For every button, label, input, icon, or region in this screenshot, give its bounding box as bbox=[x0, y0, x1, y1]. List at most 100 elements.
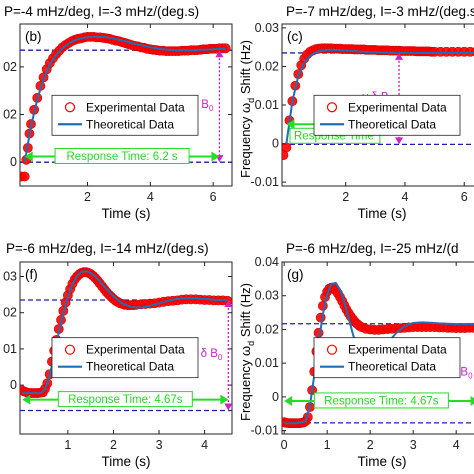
legend-experimental-marker bbox=[64, 344, 76, 355]
y-tick-label: 0.02 bbox=[255, 322, 279, 336]
y-tick-label: 0.03 bbox=[255, 289, 279, 303]
x-tick-label: 4 bbox=[147, 190, 154, 204]
legend-experimental-label: Experimental Data bbox=[348, 343, 447, 357]
y-tick-label: 01 bbox=[3, 342, 17, 356]
gamma-delta-b0-subscript: 0 bbox=[468, 371, 473, 380]
panel-letter: (f) bbox=[25, 267, 38, 282]
gamma-delta-b0-arrowhead-bottom bbox=[224, 403, 233, 411]
y-axis-label-subscript: d bbox=[246, 98, 256, 103]
x-axis-label: Time (s) bbox=[358, 206, 407, 221]
theoretical-curve bbox=[285, 48, 474, 144]
legend-theoretical-label: Theoretical Data bbox=[86, 117, 174, 131]
x-tick-label: 2 bbox=[342, 190, 349, 204]
legend-experimental-marker bbox=[326, 102, 338, 113]
x-tick-label: 2 bbox=[110, 438, 117, 452]
x-tick-label: 4 bbox=[401, 190, 408, 204]
panel-c: P=-7 mHz/deg, I=-3 mHz/(deg.s) 2 4 6 -0.01 0 0… bbox=[238, 4, 474, 221]
gamma-delta-b0-arrowhead-top bbox=[224, 300, 233, 308]
x-axis-label: Time (s) bbox=[358, 454, 407, 469]
plot-area bbox=[282, 43, 474, 161]
response-time-arrowhead-right bbox=[220, 394, 229, 405]
response-time-label-box bbox=[57, 391, 193, 408]
plot-area bbox=[20, 31, 232, 182]
plot-frame bbox=[19, 261, 233, 435]
panel-title: P=-7 mHz/deg, I=-3 mHz/(deg.s) bbox=[286, 4, 474, 19]
panel-title: P=-6 mHz/deg, I=-25 mHz/(d bbox=[286, 241, 459, 256]
y-tick-label: 0 bbox=[272, 137, 279, 151]
y-axis-label-tail: Shift (Hz) bbox=[238, 40, 253, 98]
response-time-arrowhead-left bbox=[286, 119, 295, 130]
y-tick-label: 02 bbox=[3, 60, 17, 74]
panel-title: P=-6 mHz/deg, I=-14 mHz/(deg.s) bbox=[6, 241, 209, 256]
gamma-delta-b0-arrowhead-top bbox=[215, 50, 224, 58]
x-tick-label: 6 bbox=[461, 190, 468, 204]
legend-experimental-marker bbox=[326, 344, 338, 355]
plot-area bbox=[20, 267, 232, 412]
y-tick-label: 0.04 bbox=[255, 255, 279, 269]
legend-experimental-label: Experimental Data bbox=[86, 343, 185, 357]
plot-frame bbox=[281, 261, 474, 435]
panel-f: P=-6 mHz/deg, I=-14 mHz/(deg.s) 1 2 3 4 0 01 02… bbox=[3, 241, 233, 469]
legend-theoretical-label: Theoretical Data bbox=[348, 360, 436, 374]
gamma-delta-b0-subscript: 0 bbox=[218, 353, 223, 362]
x-axis-label: Time (s) bbox=[102, 206, 151, 221]
legend: Experimental Data Theoretical Data bbox=[51, 94, 199, 136]
y-axis-label-tail: Shift (Hz) bbox=[238, 283, 253, 341]
response-time-arrowhead-left bbox=[24, 151, 33, 162]
y-axis-label: Frequency ωd Shift (Hz) bbox=[238, 40, 256, 178]
y-tick-label: 0.01 bbox=[255, 98, 279, 112]
legend-theoretical-label: Theoretical Data bbox=[86, 360, 174, 374]
x-tick-label: 3 bbox=[156, 438, 163, 452]
x-tick-label: 1 bbox=[64, 438, 71, 452]
x-tick-label: 2 bbox=[367, 438, 374, 452]
x-tick-label: 4 bbox=[201, 438, 208, 452]
y-tick-label: -0.01 bbox=[251, 424, 280, 438]
x-tick-label: 0 bbox=[281, 438, 288, 452]
y-tick-label: 0.01 bbox=[255, 356, 279, 370]
y-tick-label: 02 bbox=[3, 306, 17, 320]
x-tick-label: 4 bbox=[453, 438, 460, 452]
panel-b: P=-4 mHz/deg, I=-3 mHz/(deg.s) 2 4 6 0 02 02 Ti… bbox=[3, 4, 233, 221]
y-axis-label-main: Frequency ω bbox=[238, 346, 253, 421]
gamma-delta-b0-arrowhead-bottom bbox=[395, 137, 404, 145]
legend-experimental-label: Experimental Data bbox=[86, 100, 185, 114]
response-time-arrowhead-left bbox=[22, 394, 31, 405]
y-axis-label: Frequency ωd Shift (Hz) bbox=[238, 283, 256, 421]
experimental-point bbox=[315, 312, 326, 323]
legend-box bbox=[51, 337, 199, 379]
experimental-point bbox=[282, 142, 292, 153]
y-tick-label: 0 bbox=[272, 390, 279, 404]
panel-letter: (c) bbox=[287, 29, 303, 44]
legend: Experimental Data Theoretical Data bbox=[313, 94, 461, 136]
response-time-label: Response Time: 6.2 s bbox=[66, 151, 177, 163]
response-time-label-box bbox=[54, 147, 190, 164]
plot-frame bbox=[19, 23, 233, 187]
gamma-delta-b0-subscript: 0 bbox=[209, 104, 214, 113]
response-time-label-box bbox=[313, 392, 449, 409]
experimental-point bbox=[313, 327, 324, 338]
response-time-label: Response Time: 4.67s bbox=[324, 395, 439, 407]
x-axis-label: Time (s) bbox=[102, 454, 151, 469]
legend-box bbox=[313, 94, 461, 136]
legend-theoretical-label: Theoretical Data bbox=[348, 117, 436, 131]
response-time-label: Response Time: 4.67s bbox=[68, 394, 183, 406]
theoretical-curve bbox=[23, 35, 226, 163]
panel-g: P=-6 mHz/deg, I=-25 mHz/(d0 1 2 3 4-0.0100.0… bbox=[238, 241, 474, 469]
x-tick-label: 6 bbox=[210, 190, 217, 204]
y-tick-label: 0 bbox=[10, 155, 17, 169]
legend-experimental-marker bbox=[64, 102, 76, 113]
legend-box bbox=[313, 337, 461, 379]
y-tick-label: -0.01 bbox=[251, 175, 280, 189]
gamma-delta-b0-arrowhead-top bbox=[395, 52, 404, 60]
y-tick-label: 0.03 bbox=[255, 21, 279, 35]
x-tick-label: 2 bbox=[84, 190, 91, 204]
response-time-arrowhead-left bbox=[284, 395, 293, 406]
panel-letter: (b) bbox=[25, 29, 42, 44]
plot-area bbox=[282, 281, 474, 429]
legend-box bbox=[51, 94, 199, 136]
panel-letter: (g) bbox=[287, 267, 304, 282]
y-axis-label-subscript: d bbox=[246, 341, 256, 346]
response-time-arrowhead-right bbox=[211, 151, 220, 162]
panel-title: P=-4 mHz/deg, I=-3 mHz/(deg.s) bbox=[4, 4, 199, 19]
